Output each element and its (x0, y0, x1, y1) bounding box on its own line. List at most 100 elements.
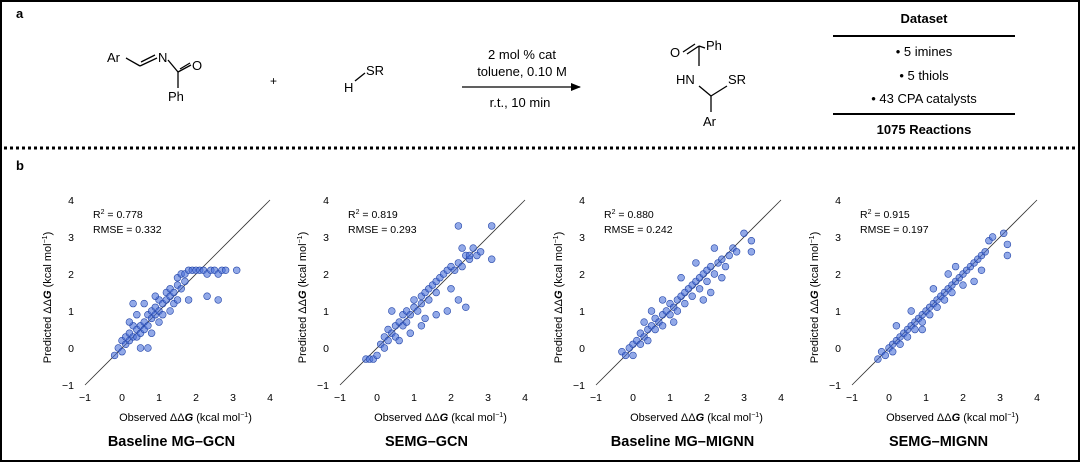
chart-title: SEMG–GCN (385, 434, 468, 450)
y-tick-label: 1 (579, 306, 585, 318)
data-point (666, 311, 674, 319)
data-point (692, 259, 700, 267)
data-point (488, 222, 496, 230)
x-axis-label: Observed ΔΔG (kcal mol−1) (630, 412, 763, 424)
data-point (406, 329, 414, 337)
data-point (747, 248, 756, 256)
x-axis-label: Observed ΔΔG (kcal mol−1) (119, 412, 252, 424)
y-tick-label: 4 (579, 195, 585, 207)
data-point (159, 311, 167, 319)
x-tick-label: 1 (667, 392, 673, 404)
data-point (951, 262, 960, 271)
data-point (710, 244, 719, 252)
data-point (981, 248, 989, 256)
y-tick-label: 2 (323, 269, 329, 281)
data-point (476, 248, 485, 256)
data-point (706, 262, 715, 271)
identity-line (339, 199, 526, 386)
data-point (1003, 251, 1012, 260)
scatter-chart-2: −1 0 1 2 3 4 −1 0 1 2 3 4 Observed ΔΔG (kcal mol−1) P… (297, 195, 528, 450)
rmse-annotation: RMSE = 0.293 (348, 224, 417, 236)
data-point (129, 299, 137, 308)
y-tick-label: 4 (835, 195, 841, 207)
x-tick-label: 3 (997, 392, 1003, 404)
x-tick-label: 4 (267, 392, 273, 404)
data-point (944, 270, 952, 278)
data-point (214, 296, 222, 304)
y-tick-label: 0 (323, 343, 329, 355)
conditions-line-1: 2 mol % cat (488, 47, 556, 62)
data-point (688, 292, 696, 300)
data-point (432, 311, 440, 319)
panel-b-label: b (16, 158, 24, 173)
product-hn-label: HN (676, 72, 695, 87)
x-tick-label: 4 (778, 392, 784, 404)
x-tick-label: −1 (590, 392, 602, 404)
data-point (144, 322, 152, 330)
panel-a: a Ar N O Ph + H SR 2 mol % cat toluene, … (16, 6, 1015, 137)
data-point (636, 340, 645, 348)
data-point (629, 351, 637, 360)
imine-o-label: O (192, 58, 202, 73)
data-point (443, 307, 451, 315)
data-point (447, 285, 455, 293)
data-point (948, 288, 956, 297)
y-tick-label: 4 (323, 195, 329, 207)
dataset-item-catalysts: • 43 CPA catalysts (871, 91, 977, 106)
data-point (151, 292, 160, 300)
y-axis-label: Predicted ΔΔG (kcal mol−1) (553, 232, 565, 364)
data-point (732, 248, 741, 256)
data-point (999, 229, 1008, 238)
dataset-total: 1075 Reactions (877, 122, 972, 137)
y-tick-label: 3 (579, 232, 585, 244)
y-tick-label: 1 (835, 306, 841, 318)
data-point (1003, 240, 1012, 249)
rmse-annotation: RMSE = 0.332 (93, 224, 162, 236)
data-point (747, 237, 756, 245)
r2-annotation: R2 = 0.778 (93, 209, 143, 221)
x-tick-label: 2 (448, 392, 454, 404)
data-point (155, 318, 163, 326)
data-point (147, 329, 156, 337)
data-point (458, 262, 466, 271)
data-point (118, 348, 126, 356)
data-point (721, 262, 730, 271)
data-point (651, 325, 659, 334)
x-tick-label: 2 (704, 392, 710, 404)
data-points (110, 266, 241, 360)
y-tick-label: 3 (835, 232, 841, 244)
data-point (425, 296, 433, 304)
data-point (699, 296, 707, 304)
data-point (233, 266, 241, 274)
imine-ar-label: Ar (107, 50, 121, 65)
data-point (718, 274, 726, 282)
data-point (673, 307, 682, 315)
data-point (940, 296, 949, 304)
data-point (410, 296, 418, 304)
data-point (177, 285, 185, 293)
x-tick-label: 3 (230, 392, 236, 404)
data-points (618, 229, 756, 360)
data-point (395, 336, 403, 345)
data-point (458, 244, 466, 252)
data-point (658, 322, 667, 330)
data-point (929, 285, 938, 293)
data-point (918, 318, 926, 326)
conditions-line-2: toluene, 0.10 M (477, 64, 567, 79)
data-point (181, 277, 189, 286)
data-point (896, 340, 904, 348)
y-tick-label: 1 (323, 306, 329, 318)
dataset-item-imines: • 5 imines (896, 44, 953, 59)
y-tick-label: 4 (68, 195, 74, 207)
scatter-chart-3: −1 0 1 2 3 4 −1 0 1 2 3 4 Observed ΔΔG (kcal mol−1) P… (553, 195, 784, 450)
data-point (184, 296, 193, 304)
y-tick-label: −1 (62, 380, 74, 392)
x-tick-label: 0 (374, 392, 380, 404)
rmse-annotation: RMSE = 0.197 (860, 224, 929, 236)
y-axis-label: Predicted ΔΔG (kcal mol−1) (809, 232, 821, 364)
dataset-item-thiols: • 5 thiols (899, 68, 949, 83)
y-tick-label: 3 (323, 232, 329, 244)
y-tick-label: −1 (317, 380, 329, 392)
y-tick-label: −1 (573, 380, 585, 392)
data-point (911, 325, 919, 334)
